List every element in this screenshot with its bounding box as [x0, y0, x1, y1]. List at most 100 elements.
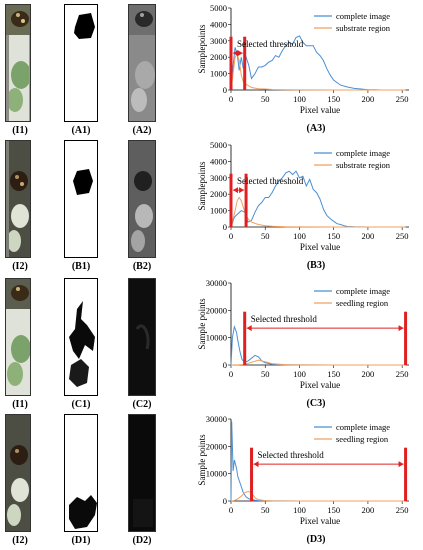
- y-tick-label: 3000: [210, 36, 227, 46]
- histogram-chart-c3: 0 10000 20000 30000 0 50 100 150 200 250 Pixel val…: [197, 278, 409, 390]
- histogram-chart-b3: 0 1000 2000 3000 4000 5000 0 50 100 150 200 250 Pixe…: [197, 140, 409, 252]
- seedling-photo-i1-row3: [5, 278, 31, 396]
- y-axis-label: Samplepoints: [197, 161, 207, 210]
- x-tick-label: 200: [362, 369, 375, 379]
- gray-image-b2: [128, 140, 156, 258]
- series-line-region: [230, 359, 406, 366]
- threshold-label: Selected threshold: [237, 39, 304, 49]
- x-tick-label: 50: [261, 369, 270, 379]
- series-line-complete-image: [230, 35, 406, 91]
- x-axis-label: Pixel value: [300, 380, 340, 390]
- x-tick-label: 100: [293, 231, 306, 241]
- threshold-label: Selected threshold: [251, 314, 318, 324]
- x-tick-label: 100: [293, 94, 306, 104]
- y-tick-label: 30000: [206, 414, 227, 424]
- series-line-region: [230, 196, 406, 228]
- substrate-mask-a1: [64, 4, 98, 122]
- series-line-region: [230, 490, 406, 502]
- y-tick-label: 0: [223, 496, 227, 506]
- y-tick-label: 2000: [210, 189, 227, 199]
- x-tick-label: 150: [327, 94, 340, 104]
- legend-label: complete image: [336, 148, 390, 158]
- x-tick-label: 0: [229, 505, 233, 515]
- threshold-arrowhead-left: [253, 461, 259, 468]
- x-tick-label: 200: [362, 505, 375, 515]
- x-tick-label: 100: [293, 369, 306, 379]
- y-tick-label: 2000: [210, 52, 227, 62]
- legend-label: substrate region: [336, 160, 391, 170]
- y-tick-label: 5000: [210, 3, 227, 13]
- legend-label: substrate region: [336, 23, 391, 33]
- x-tick-label: 0: [229, 94, 233, 104]
- legend-label: seedling region: [336, 434, 389, 444]
- threshold-arrowhead-left: [246, 325, 252, 332]
- x-tick-label: 200: [362, 94, 375, 104]
- threshold-arrowhead-left: [233, 50, 238, 57]
- caption-chart-b3: (B3): [306, 260, 326, 271]
- x-axis-label: Pixel value: [300, 516, 340, 526]
- caption-photo-row3: (I1): [12, 399, 28, 410]
- caption-chart-d3: (D3): [306, 534, 326, 545]
- legend-label: complete image: [336, 422, 390, 432]
- x-tick-label: 100: [293, 505, 306, 515]
- x-axis-label: Pixel value: [300, 242, 340, 252]
- x-tick-label: 50: [261, 94, 270, 104]
- legend-label: complete image: [336, 11, 390, 21]
- x-tick-label: 0: [229, 369, 233, 379]
- x-axis-label: Pixel value: [300, 105, 340, 115]
- threshold-label: Selected threshold: [237, 176, 304, 186]
- seedling-photo-i2-row4: [5, 414, 31, 532]
- threshold-arrowhead-right: [398, 325, 404, 332]
- x-tick-label: 0: [229, 231, 233, 241]
- y-axis-label: Samplepoints: [197, 24, 207, 73]
- y-tick-label: 20000: [206, 305, 227, 315]
- caption-photo-row4: (I2): [12, 535, 28, 546]
- gray-image-a2: [128, 4, 156, 122]
- caption-photo-row1: (I1): [12, 125, 28, 136]
- y-axis-label: Sample points: [197, 298, 207, 350]
- x-tick-label: 250: [396, 505, 409, 515]
- threshold-arrowhead-right: [239, 187, 245, 194]
- caption-mask-row4: (D1): [71, 535, 91, 546]
- gray-image-c2: [128, 278, 156, 396]
- x-tick-label: 150: [327, 369, 340, 379]
- y-axis-label: Sample points: [197, 434, 207, 486]
- substrate-mask-b1: [64, 140, 98, 258]
- caption-gray-row3: (C2): [132, 399, 152, 410]
- threshold-arrowhead-right: [237, 50, 243, 57]
- y-tick-label: 10000: [206, 333, 227, 343]
- x-tick-label: 150: [327, 505, 340, 515]
- series-line-complete-image: [230, 170, 406, 228]
- x-tick-label: 150: [327, 231, 340, 241]
- histogram-chart-a3: 0 1000 2000 3000 4000 5000 0 50 100 150 200 250 Pixe…: [197, 3, 409, 115]
- y-tick-label: 4000: [210, 156, 227, 166]
- y-tick-label: 1000: [210, 206, 227, 216]
- caption-chart-c3: (C3): [306, 398, 326, 409]
- threshold-arrowhead-right: [398, 461, 404, 468]
- threshold-arrowhead-left: [233, 187, 238, 194]
- caption-gray-row2: (B2): [132, 261, 152, 272]
- caption-chart-a3: (A3): [306, 123, 326, 134]
- y-tick-label: 20000: [206, 441, 227, 451]
- y-tick-label: 4000: [210, 19, 227, 29]
- y-tick-label: 1000: [210, 69, 227, 79]
- x-tick-label: 250: [396, 369, 409, 379]
- y-tick-label: 0: [223, 360, 227, 370]
- caption-mask-row1: (A1): [71, 125, 91, 136]
- x-tick-label: 50: [261, 231, 270, 241]
- histogram-chart-d3: 0 10000 20000 30000 0 50 100 150 200 250 Pixel val…: [197, 414, 409, 526]
- y-tick-label: 0: [223, 85, 227, 95]
- seedling-mask-d1: [64, 414, 98, 532]
- caption-gray-row4: (D2): [132, 535, 152, 546]
- caption-mask-row3: (C1): [71, 399, 91, 410]
- seedling-photo-i1: [5, 4, 31, 122]
- x-tick-label: 250: [396, 94, 409, 104]
- y-tick-label: 3000: [210, 173, 227, 183]
- legend-label: seedling region: [336, 298, 389, 308]
- x-tick-label: 250: [396, 231, 409, 241]
- y-tick-label: 5000: [210, 140, 227, 150]
- seedling-mask-c1: [64, 278, 98, 396]
- caption-mask-row2: (B1): [71, 261, 91, 272]
- caption-gray-row1: (A2): [132, 125, 152, 136]
- legend-label: complete image: [336, 286, 390, 296]
